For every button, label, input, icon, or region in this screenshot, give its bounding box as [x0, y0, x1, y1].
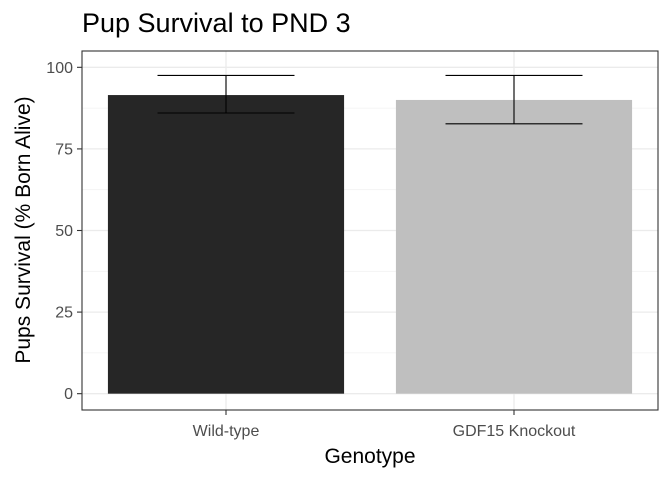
y-axis-title: Pups Survival (% Born Alive) — [12, 96, 35, 363]
bars — [107, 95, 633, 394]
x-tick-label: GDF15 Knockout — [453, 423, 576, 440]
y-tick-label: 50 — [55, 223, 73, 240]
x-tick-label: Wild-type — [193, 423, 260, 440]
error-bars — [157, 74, 583, 125]
chart-title: Pup Survival to PND 3 — [82, 8, 351, 38]
y-tick-label: 100 — [46, 60, 73, 77]
x-axis: Wild-type GDF15 Knockout — [193, 410, 576, 440]
y-axis: 0 25 50 75 100 — [46, 60, 82, 403]
x-axis-title: Genotype — [324, 445, 415, 468]
bar — [395, 99, 633, 394]
y-tick-label: 0 — [64, 386, 73, 403]
y-tick-label: 75 — [55, 141, 73, 158]
bar — [107, 95, 345, 394]
y-tick-label: 25 — [55, 305, 73, 322]
